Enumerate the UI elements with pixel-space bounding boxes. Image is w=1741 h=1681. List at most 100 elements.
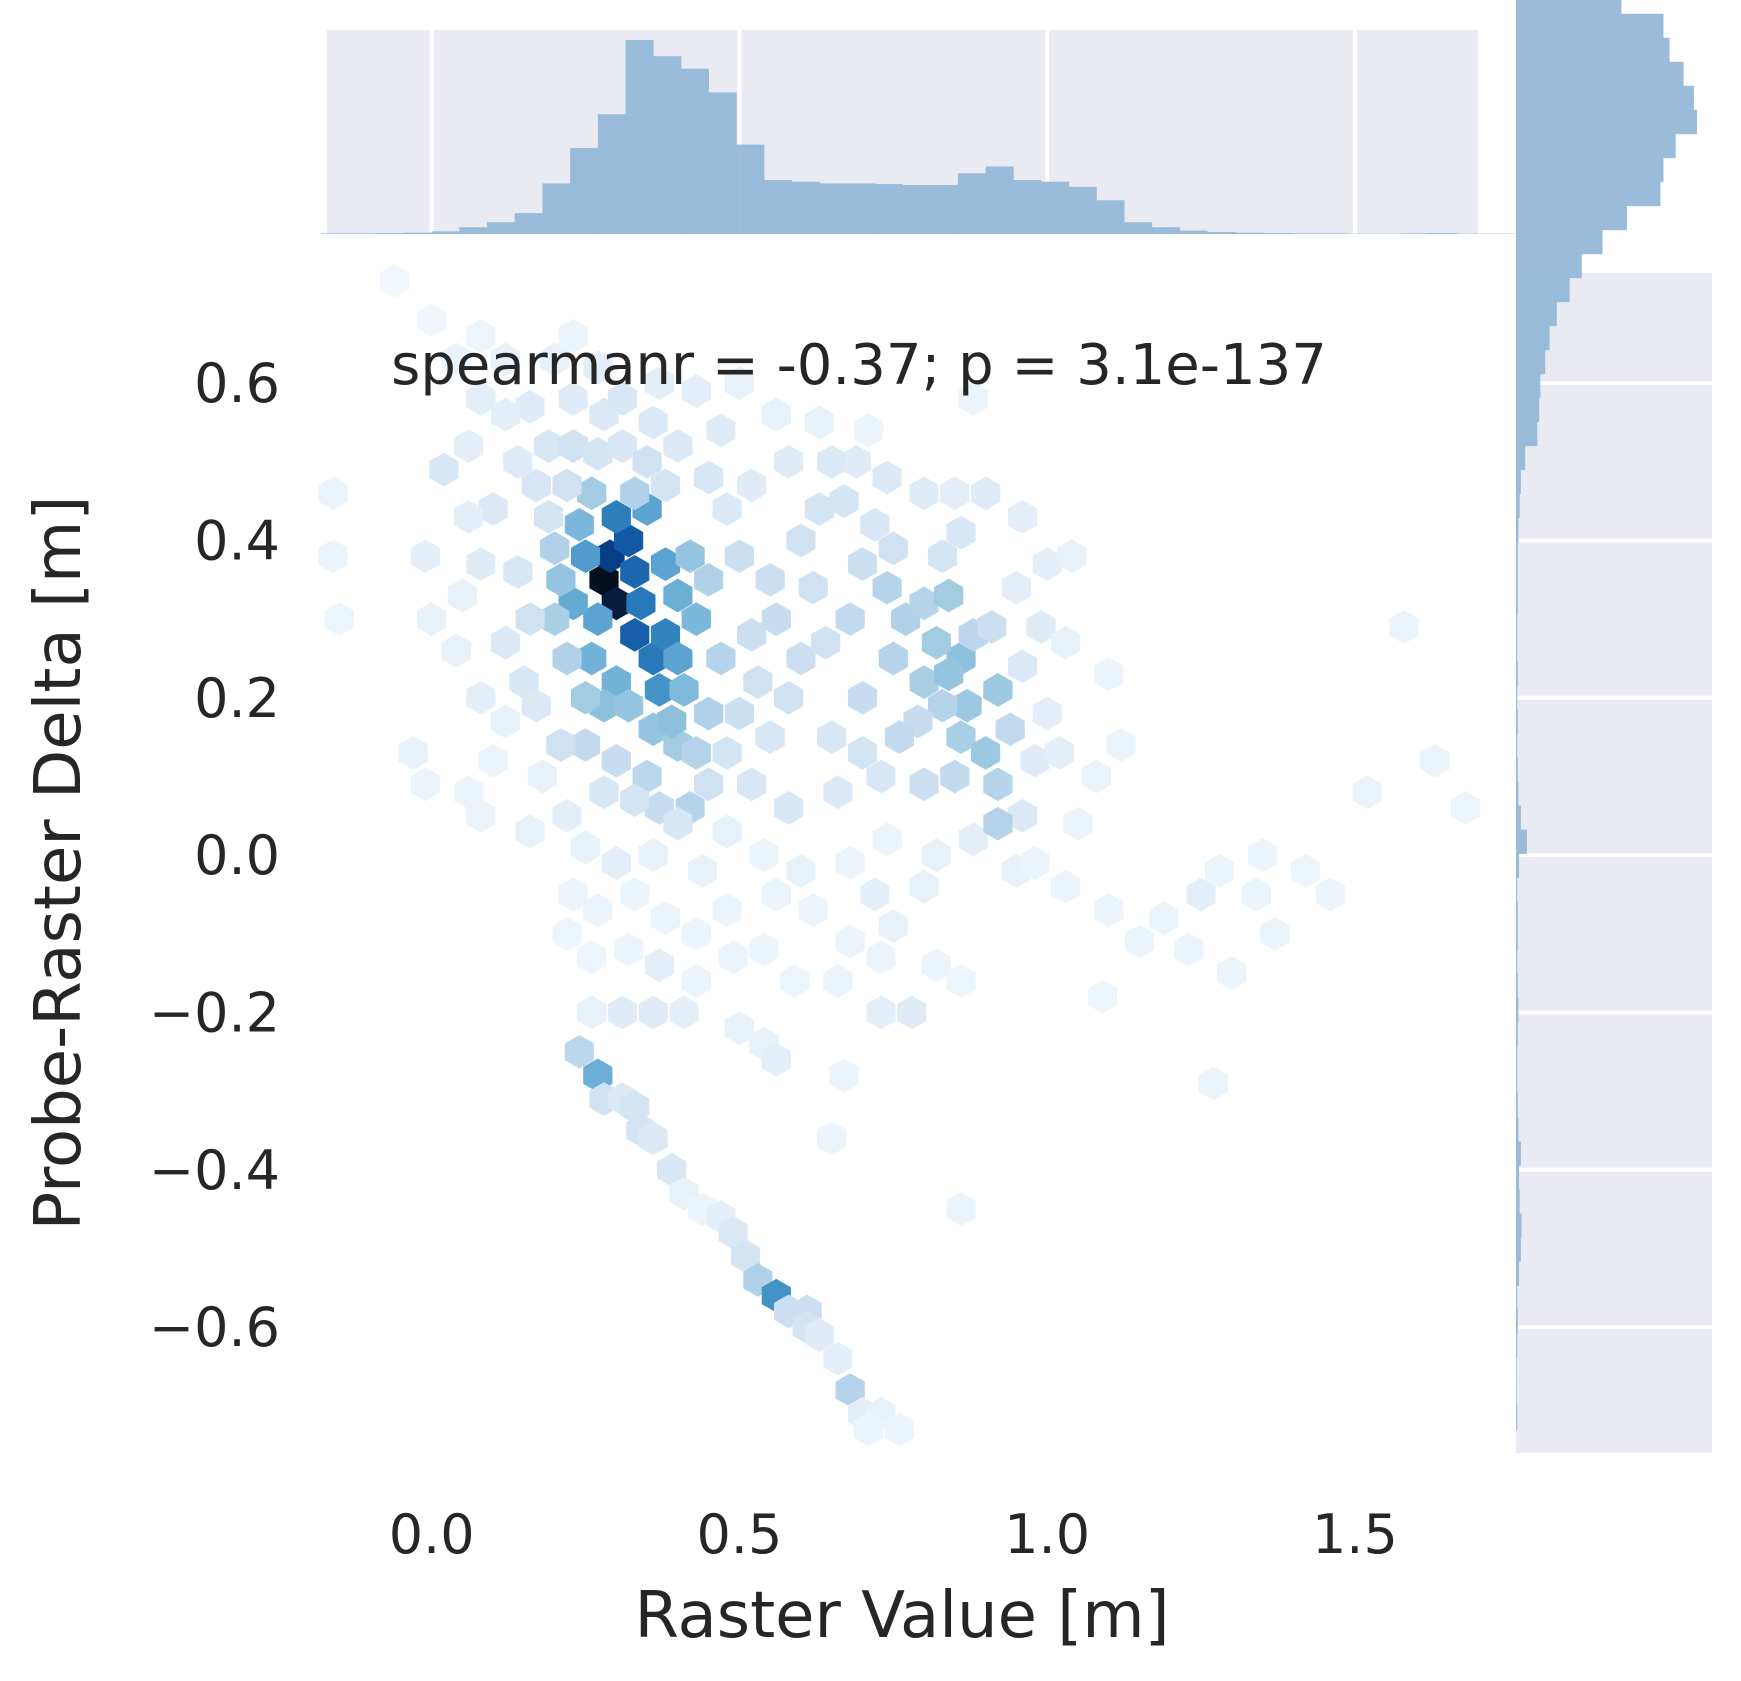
hexbin-cell	[620, 783, 650, 817]
hexbin-cell	[1352, 775, 1382, 810]
y-marginal-bar	[1516, 637, 1518, 663]
y-marginal-bar	[1516, 565, 1518, 591]
x-marginal-bar	[320, 233, 349, 234]
x-marginal-bar	[459, 227, 488, 234]
hexbin-cell	[1057, 539, 1087, 574]
x-marginal-bar	[376, 232, 405, 234]
y-marginal-bar	[1516, 205, 1627, 231]
hexbin-cell	[478, 743, 508, 778]
hexbin-cell	[663, 578, 693, 613]
hexbin-cell	[416, 602, 447, 636]
hexbin-cell	[466, 382, 496, 416]
hexbin-cell	[921, 948, 951, 983]
x-marginal-bar	[874, 184, 903, 234]
hexbin-cell	[872, 570, 902, 605]
hexbin-cell	[1204, 854, 1235, 888]
y-marginal-bar	[1516, 1333, 1518, 1358]
x-marginal-histogram	[320, 30, 1596, 235]
hexbin-cell	[897, 995, 927, 1030]
y-axis-label: Probe-Raster Delta [m]	[22, 496, 96, 1231]
hexbin-cell	[773, 791, 804, 825]
hexbin-cell	[693, 460, 724, 495]
hexbin-cell	[761, 397, 791, 432]
hexbin-cell	[1389, 610, 1419, 644]
hexbin-cell	[854, 413, 884, 448]
hexbin-cell	[786, 523, 816, 558]
hexbin-cell	[872, 460, 902, 495]
hexbin-cell	[1186, 877, 1216, 912]
hexbin-cell	[503, 555, 533, 589]
hexbin-cell	[503, 444, 533, 479]
hexbin-cell	[490, 704, 521, 739]
hexbin-cell	[416, 303, 447, 338]
hexbin-cell	[1451, 791, 1481, 825]
hexbin-cell	[546, 562, 576, 597]
hexbin-cell	[1260, 916, 1290, 951]
y-marginal-bar	[1516, 1309, 1518, 1334]
hexbin-cell	[854, 1412, 884, 1447]
x-marginal-bar	[1179, 230, 1208, 234]
hexbin-cell	[706, 413, 736, 448]
y-marginal-histogram	[1516, 0, 1712, 1453]
hexbin-cell	[946, 1192, 976, 1226]
hexbin-cell	[410, 767, 441, 802]
hexbin-cell	[755, 562, 785, 597]
y-marginal-bar	[1516, 1069, 1518, 1094]
y-marginal-bar	[1516, 325, 1550, 351]
hexbin-cell	[558, 429, 588, 463]
hexbin-cell	[620, 618, 650, 652]
x-marginal-bar	[902, 185, 931, 234]
x-axis-label: Raster Value [m]	[634, 1579, 1169, 1653]
hexbin-cell	[552, 798, 582, 833]
hexbin-cell	[847, 736, 878, 770]
hexbin-cell	[478, 492, 508, 526]
y-marginal-bar	[1516, 61, 1684, 87]
y-marginal-bar	[1516, 1141, 1521, 1166]
x-tick-label: 1.0	[1004, 1503, 1090, 1566]
hexbin-cell	[940, 476, 970, 511]
y-marginal-bar	[1516, 901, 1518, 926]
hexbin-cell	[878, 909, 908, 943]
y-marginal-bar	[1516, 37, 1670, 63]
hexbin-cell	[761, 602, 791, 636]
hexbin-cell	[663, 806, 693, 841]
hexbin-cell	[712, 893, 742, 928]
hexbin-cell	[687, 854, 718, 888]
hexbin-cell	[847, 680, 878, 715]
hexbin-cell	[737, 767, 767, 802]
hexbin-cell	[558, 319, 588, 353]
x-marginal-bar	[403, 232, 433, 234]
hexbin-cell	[681, 602, 711, 636]
hexbin-cell	[589, 775, 619, 810]
y-marginal-bar	[1516, 1165, 1520, 1190]
hexbin-cell	[1217, 956, 1247, 990]
hexbin-cell	[1291, 854, 1321, 888]
hexbin-cell	[927, 539, 958, 574]
x-marginal-bar	[819, 183, 848, 234]
x-marginal-bar	[764, 180, 793, 234]
hexbin-cell	[1106, 728, 1136, 762]
hexbin-cell	[817, 1121, 847, 1156]
hexbin-cell	[1007, 798, 1038, 833]
hexbin-cell	[786, 854, 816, 888]
hexbin-cell	[693, 767, 724, 802]
y-marginal-bar	[1516, 109, 1697, 135]
hexbin-cell	[632, 444, 662, 479]
hexbin-cell	[884, 720, 915, 754]
hexbin-cell	[946, 515, 976, 550]
y-marginal-bar	[1516, 517, 1519, 543]
hexbin-cell	[521, 688, 551, 723]
hexbin-cell	[546, 728, 576, 762]
y-marginal-bar	[1516, 229, 1603, 255]
x-marginal-bar	[625, 40, 654, 234]
y-marginal-bar	[1516, 1357, 1517, 1382]
hexbin-cell	[878, 641, 908, 676]
hexbin-cell	[558, 877, 588, 912]
hexbin-cell	[681, 736, 711, 770]
x-marginal-bar	[1040, 181, 1070, 234]
hexbin-cell	[737, 468, 767, 503]
y-marginal-bar	[1516, 973, 1518, 998]
hexbin-cell	[940, 759, 970, 794]
hexbin-cell	[1198, 1066, 1228, 1101]
hexbin-cell	[737, 618, 767, 652]
